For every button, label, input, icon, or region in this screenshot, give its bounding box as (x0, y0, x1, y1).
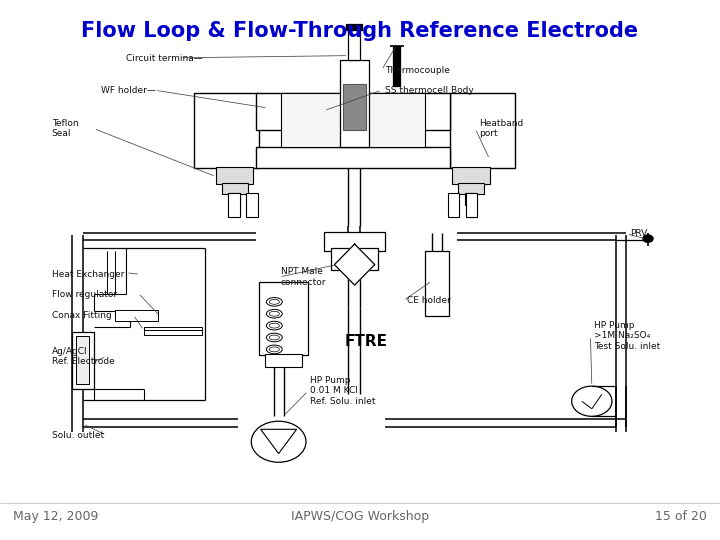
Text: Heat Exchanger: Heat Exchanger (52, 270, 125, 279)
Ellipse shape (269, 335, 279, 340)
Text: PRV: PRV (630, 230, 647, 238)
Bar (76, 336, 89, 384)
Ellipse shape (266, 321, 282, 330)
Bar (259, 282, 308, 355)
Text: SS thermocell Body: SS thermocell Body (385, 86, 474, 94)
Text: 15 of 20: 15 of 20 (655, 510, 707, 523)
Ellipse shape (269, 347, 279, 352)
Bar (343, 84, 366, 130)
Bar (281, 93, 425, 147)
Bar (230, 193, 240, 205)
Ellipse shape (266, 333, 282, 342)
Bar (144, 327, 202, 335)
Ellipse shape (266, 345, 282, 354)
Bar (216, 167, 253, 184)
Bar (324, 232, 385, 251)
Text: NPT Male
connector: NPT Male connector (281, 267, 326, 287)
Bar (194, 93, 259, 168)
Ellipse shape (266, 298, 282, 306)
Bar (393, 46, 400, 86)
Bar (331, 248, 378, 270)
Text: WF holder—: WF holder— (101, 86, 156, 94)
Text: Solu. outlet: Solu. outlet (52, 431, 104, 440)
Text: HP Pump
0.01 M KCl
Ref. Solu. inlet: HP Pump 0.01 M KCl Ref. Solu. inlet (310, 376, 375, 406)
Text: CE holder: CE holder (407, 296, 451, 305)
Bar (265, 354, 302, 367)
Text: Thermocouple: Thermocouple (385, 66, 450, 75)
Bar (256, 93, 450, 130)
Bar (346, 24, 362, 30)
Text: Circuit termina—: Circuit termina— (126, 54, 203, 63)
Polygon shape (334, 244, 374, 285)
Text: Teflon
Seal: Teflon Seal (52, 119, 78, 138)
Text: May 12, 2009: May 12, 2009 (13, 510, 99, 523)
Text: Flow regulator: Flow regulator (52, 290, 117, 299)
Text: IAPWS/COG Workshop: IAPWS/COG Workshop (291, 510, 429, 523)
Bar (348, 28, 360, 60)
Bar (466, 193, 477, 217)
Text: HP Pump
>1M Na₂SO₄
Test Solu. inlet: HP Pump >1M Na₂SO₄ Test Solu. inlet (594, 321, 660, 351)
Ellipse shape (266, 309, 282, 318)
Bar (465, 193, 475, 205)
Circle shape (642, 234, 654, 243)
Text: Ag/AgCl
Ref. Electrode: Ag/AgCl Ref. Electrode (52, 347, 114, 366)
Bar (256, 147, 450, 168)
Ellipse shape (269, 311, 279, 316)
Text: Flow Loop & Flow-Through Reference Electrode: Flow Loop & Flow-Through Reference Elect… (81, 21, 639, 40)
Bar (72, 332, 94, 389)
Bar (222, 183, 248, 194)
Text: Conax Fitting: Conax Fitting (52, 312, 112, 320)
Bar (458, 183, 484, 194)
Bar (340, 60, 369, 147)
Text: FTRE: FTRE (344, 334, 387, 349)
Text: Heatband
port: Heatband port (479, 119, 523, 138)
Bar (425, 251, 449, 316)
Bar (450, 93, 515, 168)
Bar (452, 167, 490, 184)
Bar (228, 193, 240, 217)
Bar (115, 310, 158, 321)
Ellipse shape (269, 299, 279, 305)
Bar (246, 193, 258, 217)
Bar (448, 193, 459, 217)
Ellipse shape (269, 323, 279, 328)
